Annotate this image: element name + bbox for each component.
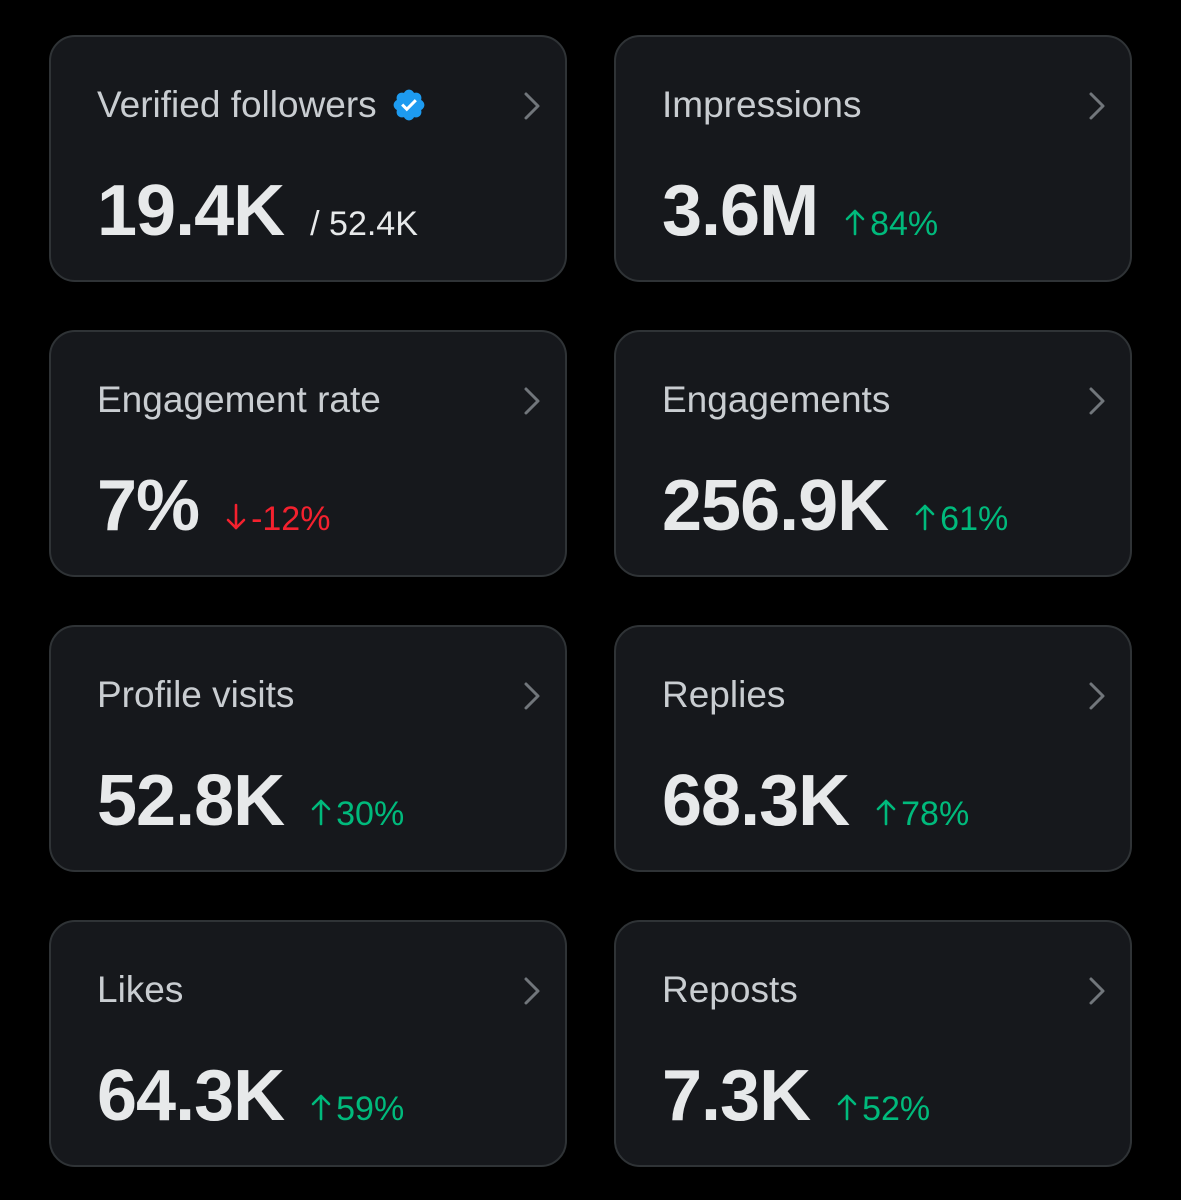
metric-delta: 84% bbox=[844, 205, 938, 244]
card-title: Engagements bbox=[662, 379, 891, 420]
metric-delta: 30% bbox=[310, 795, 404, 834]
card-title: Likes bbox=[97, 969, 184, 1010]
arrow-up-icon bbox=[311, 1094, 331, 1121]
chevron-right-icon[interactable] bbox=[1086, 976, 1108, 1006]
card-title-row: Replies bbox=[662, 675, 785, 715]
metric-value-row: 19.4K / 52.4K bbox=[97, 175, 418, 247]
card-title-row: Engagement rate bbox=[97, 380, 381, 420]
arrow-up-icon bbox=[845, 209, 865, 236]
metric-value: 256.9K bbox=[662, 466, 889, 546]
card-title-row: Verified followers bbox=[97, 85, 427, 125]
card-title-row: Profile visits bbox=[97, 675, 294, 715]
metric-card-reposts[interactable]: Reposts 7.3K 52% bbox=[614, 920, 1132, 1167]
metric-card-impressions[interactable]: Impressions 3.6M 84% bbox=[614, 35, 1132, 282]
metric-card-engagements[interactable]: Engagements 256.9K 61% bbox=[614, 330, 1132, 577]
metric-delta-value: 30% bbox=[336, 795, 405, 833]
verified-badge-icon bbox=[393, 89, 425, 121]
metric-delta: 59% bbox=[310, 1090, 404, 1129]
metric-value-row: 64.3K 59% bbox=[97, 1060, 404, 1132]
card-title-row: Likes bbox=[97, 970, 183, 1010]
card-title: Engagement rate bbox=[97, 379, 381, 420]
metric-value-row: 7% -12% bbox=[97, 470, 330, 542]
metric-delta: 61% bbox=[914, 500, 1008, 539]
analytics-metrics-grid: Verified followers 19.4K / 52.4K Impress… bbox=[49, 35, 1132, 1167]
card-title: Verified followers bbox=[97, 84, 377, 125]
metric-delta-value: 84% bbox=[870, 205, 939, 243]
card-title-row: Reposts bbox=[662, 970, 798, 1010]
card-title-row: Engagements bbox=[662, 380, 890, 420]
metric-value: 68.3K bbox=[662, 761, 850, 841]
arrow-down-icon bbox=[226, 503, 246, 530]
metric-delta-value: 78% bbox=[901, 795, 970, 833]
metric-value: 7.3K bbox=[662, 1056, 811, 1136]
metric-delta: -12% bbox=[225, 500, 330, 539]
card-title: Replies bbox=[662, 674, 786, 715]
arrow-up-icon bbox=[311, 799, 331, 826]
card-title: Profile visits bbox=[97, 674, 295, 715]
chevron-right-icon[interactable] bbox=[521, 681, 543, 711]
metric-value-row: 52.8K 30% bbox=[97, 765, 404, 837]
chevron-right-icon[interactable] bbox=[1086, 91, 1108, 121]
metric-value-row: 68.3K 78% bbox=[662, 765, 969, 837]
metric-card-engagement-rate[interactable]: Engagement rate 7% -12% bbox=[49, 330, 567, 577]
metric-delta: 78% bbox=[875, 795, 969, 834]
chevron-right-icon[interactable] bbox=[521, 91, 543, 121]
card-title-row: Impressions bbox=[662, 85, 861, 125]
metric-delta-value: 59% bbox=[336, 1090, 405, 1128]
card-title: Impressions bbox=[662, 84, 862, 125]
chevron-right-icon[interactable] bbox=[1086, 386, 1108, 416]
metric-total: / 52.4K bbox=[310, 205, 418, 243]
metric-delta-value: 61% bbox=[940, 500, 1009, 538]
chevron-right-icon[interactable] bbox=[521, 976, 543, 1006]
metric-card-likes[interactable]: Likes 64.3K 59% bbox=[49, 920, 567, 1167]
metric-value: 7% bbox=[97, 466, 200, 546]
metric-delta-value: -12% bbox=[251, 500, 331, 538]
metric-value-row: 3.6M 84% bbox=[662, 175, 938, 247]
metric-delta: 52% bbox=[836, 1090, 930, 1129]
metric-card-replies[interactable]: Replies 68.3K 78% bbox=[614, 625, 1132, 872]
arrow-up-icon bbox=[915, 504, 935, 531]
metric-value: 3.6M bbox=[662, 171, 819, 251]
metric-delta-value: 52% bbox=[862, 1090, 931, 1128]
metric-card-verified-followers[interactable]: Verified followers 19.4K / 52.4K bbox=[49, 35, 567, 282]
arrow-up-icon bbox=[837, 1094, 857, 1121]
card-title: Reposts bbox=[662, 969, 798, 1010]
metric-value-row: 7.3K 52% bbox=[662, 1060, 930, 1132]
metric-value: 52.8K bbox=[97, 761, 285, 841]
chevron-right-icon[interactable] bbox=[521, 386, 543, 416]
arrow-up-icon bbox=[876, 799, 896, 826]
metric-value: 64.3K bbox=[97, 1056, 285, 1136]
metric-value-row: 256.9K 61% bbox=[662, 470, 1008, 542]
metric-value: 19.4K bbox=[97, 171, 285, 251]
metric-card-profile-visits[interactable]: Profile visits 52.8K 30% bbox=[49, 625, 567, 872]
chevron-right-icon[interactable] bbox=[1086, 681, 1108, 711]
